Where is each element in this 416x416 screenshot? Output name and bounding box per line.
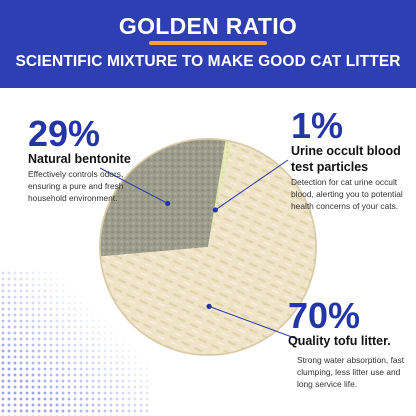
- slice-bentonite: [100, 139, 226, 257]
- title-underline: [149, 41, 267, 45]
- description-tofu: Strong water absorption, fast clumping, …: [297, 355, 405, 390]
- header-banner: GOLDEN RATIO SCIENTIFIC MIXTURE TO MAKE …: [0, 0, 416, 88]
- page-title: GOLDEN RATIO: [118, 13, 298, 39]
- leader-dot-tofu: [206, 303, 212, 309]
- page-subtitle: SCIENTIFIC MIXTURE TO MAKE GOOD CAT LITT…: [15, 53, 401, 70]
- leader-dot-bentonite: [165, 200, 171, 207]
- legend-label-tofu: Quality tofu litter.: [288, 334, 391, 348]
- slice-value-label-tofu: 70%: [288, 295, 361, 336]
- leader-line-tofu: [208, 305, 301, 341]
- slice-value-label-test-particles: 1%: [291, 105, 344, 146]
- description-test-particles: Detection for cat urine occult blood, al…: [291, 177, 403, 212]
- pie-rim: [99, 138, 317, 356]
- legend-label-test-particles: Urine occult blood test particles: [291, 144, 401, 174]
- description-bentonite: Effectively controls odors, ensuring a p…: [28, 169, 124, 204]
- slice-value-label-bentonite: 29%: [28, 113, 101, 154]
- slice-tofu: [100, 141, 316, 355]
- leader-line-test-particles: [215, 159, 289, 211]
- leader-line-bentonite: [99, 167, 168, 204]
- slice-test-particles: [208, 140, 233, 247]
- legend-label-bentonite: Natural bentonite: [28, 152, 131, 166]
- leader-dot-test-particles: [212, 207, 218, 213]
